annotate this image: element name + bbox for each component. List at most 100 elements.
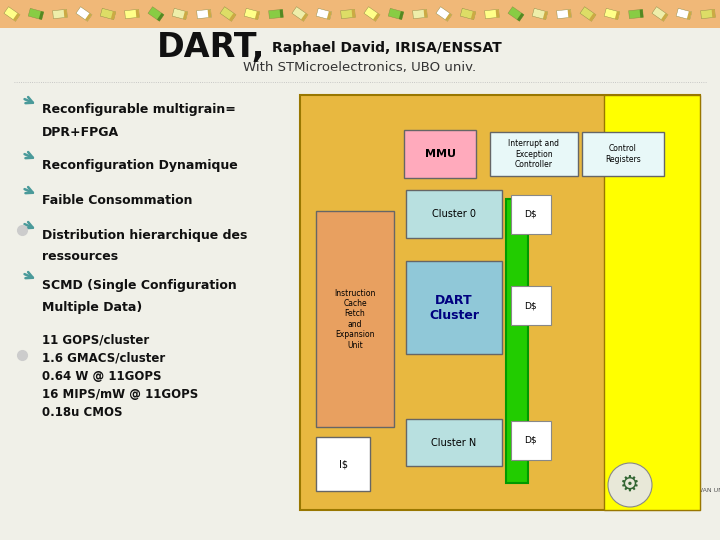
Bar [582,132,664,176]
Bar [351,9,356,18]
Bar [589,13,596,21]
Bar [300,95,700,510]
Text: D$: D$ [524,301,537,310]
Text: Single PC: Single PC [332,128,372,137]
Text: Multiple Data): Multiple Data) [42,300,143,314]
Bar [148,6,164,21]
Bar [510,194,551,234]
Bar [207,9,212,18]
Bar [471,11,476,19]
Text: and: and [634,360,650,369]
Text: D$: D$ [524,436,537,445]
Text: ressources: ressources [42,251,118,264]
Bar [388,8,404,19]
Bar [701,9,716,18]
Bar [485,9,500,18]
Text: SUNGKYUNKWAN UNIVERSITY: SUNGKYUNKWAN UNIVERSITY [658,488,720,492]
Text: Distribution hierarchique des: Distribution hierarchique des [42,228,248,241]
Bar [100,8,116,19]
Bar [423,9,428,18]
Bar [364,6,380,21]
Bar [490,132,578,176]
Bar [557,9,572,18]
Text: Cluster 0: Cluster 0 [432,210,476,219]
Bar [63,9,68,18]
Bar [85,13,92,21]
Bar [652,6,668,21]
Text: 16 MIPS/mW @ 11GOPS: 16 MIPS/mW @ 11GOPS [42,388,198,401]
Bar [0,0,720,28]
Text: · · ·: · · · [446,380,462,404]
Bar [197,9,212,18]
Bar [4,6,20,21]
Bar [111,11,116,19]
Text: D$: D$ [524,210,537,219]
Bar [508,6,524,21]
Bar [604,95,700,510]
Bar [406,418,502,467]
Text: Interrupt and
Exception
Controller: Interrupt and Exception Controller [508,139,559,169]
Bar [460,8,476,19]
Bar [676,8,692,19]
Bar [495,9,500,18]
Text: 0.18u CMOS: 0.18u CMOS [42,406,122,419]
Text: Inter
Cluster
Bus: Inter Cluster Bus [627,404,657,434]
Bar [580,6,596,21]
Bar [125,9,140,18]
Text: Faible Consommation: Faible Consommation [42,193,192,206]
Bar [183,11,188,19]
Bar [244,8,260,19]
Bar [135,9,140,18]
Bar [404,130,476,178]
Text: Raphael David, IRISA/ENSSAT: Raphael David, IRISA/ENSSAT [272,41,502,55]
Text: 11 GOPS/cluster: 11 GOPS/cluster [42,334,149,347]
Bar [316,211,394,427]
Text: MMU: MMU [425,149,456,159]
Bar [269,9,284,18]
Bar [316,8,332,19]
Bar [615,11,620,19]
Text: Reconfiguration Dynamique: Reconfiguration Dynamique [42,159,238,172]
Text: DART,: DART, [157,31,265,64]
Bar [255,11,260,19]
Text: 成均館大學校: 成均館大學校 [658,472,685,482]
Bar [629,9,644,18]
Text: DART
Cluster: DART Cluster [429,294,479,322]
Bar [510,421,551,460]
Text: 0.64 W @ 11GOPS: 0.64 W @ 11GOPS [42,369,161,382]
Text: I$: I$ [338,460,348,469]
Bar [445,13,452,21]
Bar [373,13,380,21]
Bar [39,11,44,19]
Bar [229,13,236,21]
Circle shape [608,463,652,507]
Bar [292,6,308,21]
Bar [301,13,308,21]
Text: 1.6 GMACS/cluster: 1.6 GMACS/cluster [42,352,166,365]
Bar [316,437,370,491]
Bar [13,13,20,21]
Bar [399,11,404,19]
Bar [327,11,332,19]
Bar [517,13,524,21]
Bar [279,9,284,18]
Text: SCMD (Single Configuration: SCMD (Single Configuration [42,279,237,292]
Text: Reconfigurable multigrain=: Reconfigurable multigrain= [42,104,236,117]
Text: With STMicroelectronics, UBO univ.: With STMicroelectronics, UBO univ. [243,62,477,75]
Bar [506,199,528,483]
Bar [406,191,502,238]
Bar [604,8,620,19]
Bar [172,8,188,19]
Bar [711,9,716,18]
Bar [413,9,428,18]
Bar [532,8,548,19]
Text: DPR+FPGA: DPR+FPGA [42,125,119,138]
Text: Cluster N: Cluster N [431,437,477,448]
Bar [28,8,44,19]
Text: ⚙: ⚙ [620,475,640,495]
Text: Instruction
Cache
Fetch
and
Expansion
Unit: Instruction Cache Fetch and Expansion Un… [334,288,376,349]
Bar [567,9,572,18]
Bar [406,261,502,354]
Bar [687,11,692,19]
Bar [661,13,668,21]
